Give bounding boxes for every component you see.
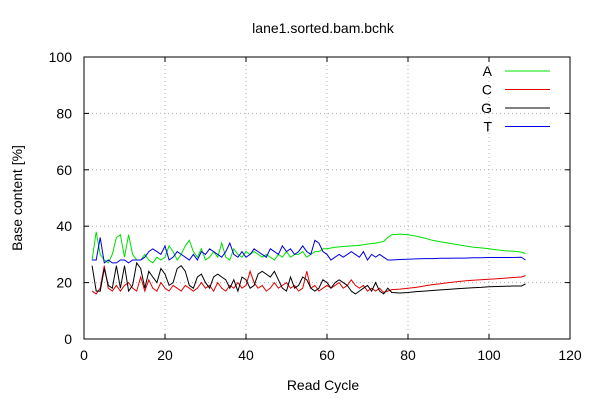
series-line-c <box>91 265 526 295</box>
series-lines <box>91 231 526 295</box>
y-tick-label: 60 <box>56 162 72 178</box>
y-tick-label: 0 <box>64 331 72 347</box>
series-line-g <box>91 261 526 295</box>
series-line-t <box>92 237 526 264</box>
legend-label-a: A <box>483 63 493 79</box>
y-tick-label: 80 <box>56 105 72 121</box>
y-tick-label: 100 <box>49 49 73 65</box>
x-tick-label: 60 <box>319 347 335 363</box>
y-tick-label: 20 <box>56 275 72 291</box>
legend-label-c: C <box>482 82 492 98</box>
y-axis-label: Base content [%] <box>9 145 25 251</box>
x-tick-label: 120 <box>558 347 582 363</box>
x-tick-label: 40 <box>238 347 254 363</box>
chart-title: lane1.sorted.bam.bchk <box>252 20 395 36</box>
legend-label-t: T <box>483 119 492 135</box>
x-axis-label: Read Cycle <box>287 377 360 393</box>
y-tick-label: 40 <box>56 218 72 234</box>
axis-ticks: 0 20 40 60 80 100 120 0 20 40 60 80 100 <box>49 49 582 363</box>
x-tick-label: 100 <box>477 347 501 363</box>
x-tick-label: 0 <box>80 347 88 363</box>
x-tick-label: 20 <box>157 347 173 363</box>
legend-label-g: G <box>481 100 492 116</box>
plot-frame <box>83 56 571 340</box>
grid <box>84 57 570 339</box>
x-tick-label: 80 <box>400 347 416 363</box>
series-line-a <box>91 231 526 264</box>
